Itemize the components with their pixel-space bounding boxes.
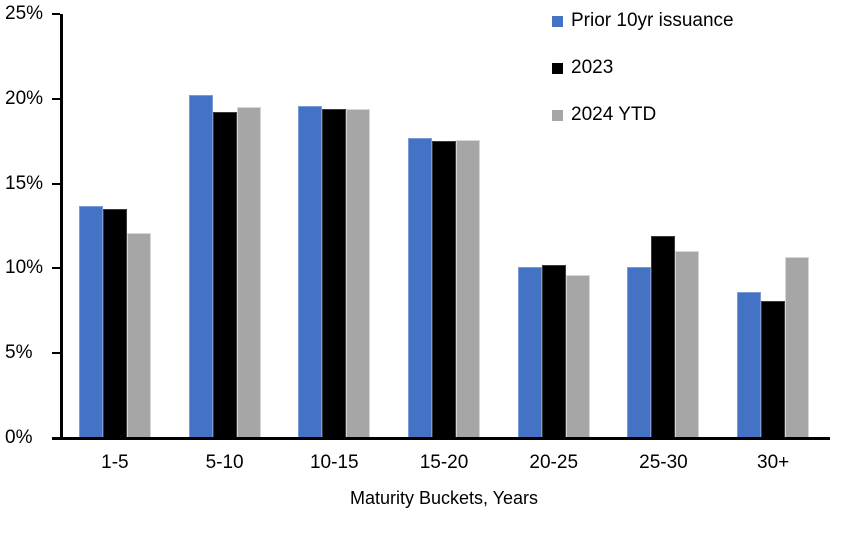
legend-item: Prior 10yr issuance	[552, 10, 734, 31]
x-tick-label: 20-25	[529, 452, 579, 473]
bar-2023-10-15	[322, 108, 347, 438]
x-axis-line	[52, 437, 830, 440]
bar-prior-10yr-issuance-30+	[737, 292, 762, 438]
bar-prior-10yr-issuance-20-25	[517, 266, 542, 438]
bar-2023-5-10	[212, 112, 237, 438]
bar-2024-ytd-30+	[785, 256, 810, 438]
bar-2023-15-20	[432, 141, 457, 438]
bar-group-30+	[718, 14, 828, 438]
bar-prior-10yr-issuance-1-5	[78, 205, 103, 438]
y-tick-label: 20%	[5, 87, 44, 109]
legend-label: 2023	[571, 57, 614, 78]
bar-group-20-25	[499, 14, 609, 438]
y-tick-label: 15%	[5, 172, 44, 194]
bar-prior-10yr-issuance-10-15	[298, 105, 323, 438]
legend-marker	[552, 15, 563, 27]
legend-marker	[552, 109, 563, 121]
y-tick-label: 5%	[5, 342, 33, 364]
bar-2024-ytd-5-10	[236, 107, 261, 438]
bar-2023-1-5	[102, 209, 127, 438]
x-tick-label: 25-30	[639, 452, 688, 473]
bar-2023-30+	[761, 300, 786, 438]
y-tick	[52, 13, 60, 15]
x-tick-label: 5-10	[205, 452, 244, 473]
legend-item: 2023	[552, 57, 734, 78]
legend-marker	[552, 62, 563, 74]
x-tick-label: 1-5	[101, 452, 129, 473]
bar-2024-ytd-1-5	[126, 232, 151, 438]
legend-item: 2024 YTD	[552, 104, 734, 125]
x-tick-label: 30+	[757, 452, 790, 473]
bar-2024-ytd-25-30	[675, 251, 700, 438]
x-axis-labels: 1-5 5-10 10-15 15-20 20-25 25-30 30+	[60, 451, 828, 475]
y-tick	[52, 182, 60, 185]
bar-prior-10yr-issuance-15-20	[408, 137, 433, 438]
y-tick	[52, 267, 60, 270]
bar-group-10-15	[279, 14, 389, 438]
bar-group-5-10	[170, 14, 280, 438]
x-axis-title: Maturity Buckets, Years	[349, 488, 539, 508]
bar-2024-ytd-15-20	[456, 139, 481, 438]
y-tick-label: 10%	[5, 257, 44, 279]
bar-prior-10yr-issuance-25-30	[627, 266, 652, 438]
x-tick-label: 15-20	[419, 452, 469, 473]
legend-label: 2024 YTD	[571, 104, 657, 125]
plot-area	[60, 14, 828, 438]
bar-group-1-5	[60, 14, 170, 438]
y-tick	[52, 97, 60, 100]
legend: Prior 10yr issuance 2023 2024 YTD	[552, 10, 734, 125]
bar-2023-20-25	[541, 265, 566, 438]
y-tick	[52, 352, 60, 355]
y-axis-line	[60, 14, 63, 438]
x-tick-label: 10-15	[309, 452, 359, 473]
bar-group-25-30	[609, 14, 719, 438]
y-tick-label: 0%	[5, 427, 33, 448]
bar-2024-ytd-10-15	[346, 108, 371, 438]
bar-group-15-20	[389, 14, 499, 438]
bar-prior-10yr-issuance-5-10	[188, 95, 213, 438]
y-tick-label: 25%	[5, 3, 44, 24]
bar-2024-ytd-20-25	[565, 275, 590, 438]
legend-label: Prior 10yr issuance	[571, 10, 734, 31]
bar-2023-25-30	[651, 236, 676, 438]
